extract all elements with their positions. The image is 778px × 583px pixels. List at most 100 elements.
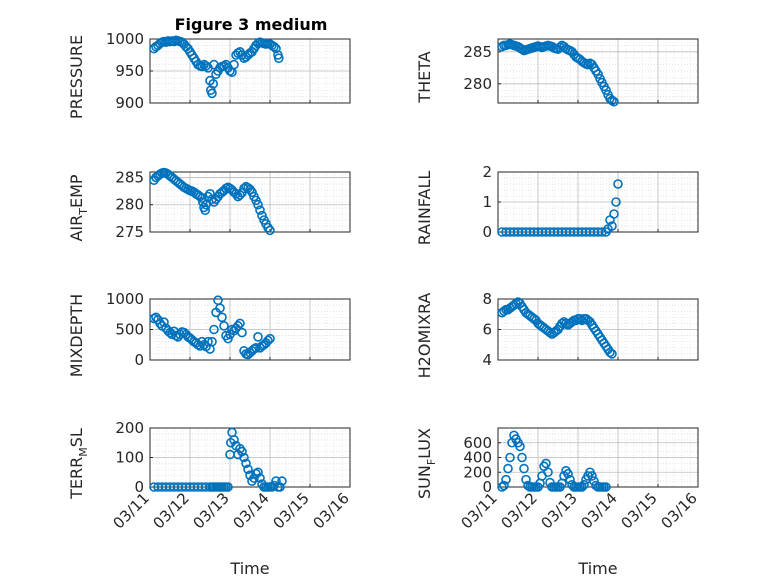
data-point bbox=[273, 53, 284, 64]
y-tick-label: 1 bbox=[482, 193, 492, 211]
data-point bbox=[499, 480, 509, 491]
data-point bbox=[251, 195, 261, 206]
data-point bbox=[255, 473, 265, 483]
y-tick-label: 2 bbox=[482, 163, 492, 181]
y-tick-label: 4 bbox=[482, 351, 492, 369]
x-tick-label: 03/12 bbox=[150, 489, 193, 532]
y-tick-label: 280 bbox=[463, 75, 492, 93]
data-point bbox=[247, 187, 257, 197]
subplot-pressure: 900 950 1000 PRESSURE bbox=[67, 30, 351, 119]
data-point bbox=[237, 327, 247, 338]
subplot-mixdepth: 0 500 1000 MIXDEPTH bbox=[67, 290, 351, 377]
y-tick-label: 0 bbox=[134, 351, 144, 369]
axes-box bbox=[497, 38, 699, 104]
data-point bbox=[255, 205, 265, 215]
x-tick-label: 03/14 bbox=[578, 489, 621, 532]
data-point bbox=[521, 474, 531, 485]
data-point bbox=[253, 199, 263, 210]
data-point bbox=[563, 468, 573, 479]
y-tick-label: 6 bbox=[482, 321, 492, 339]
y-tick-label: 8 bbox=[482, 290, 492, 308]
data-point bbox=[609, 96, 619, 107]
data-point bbox=[593, 69, 603, 79]
x-tick-label: 03/15 bbox=[270, 489, 313, 532]
data-point bbox=[271, 43, 281, 54]
data-point bbox=[207, 336, 217, 347]
x-tick-label: 03/11 bbox=[458, 489, 501, 532]
subplot-air-temp: 275 280 285 AIRTEMP bbox=[67, 167, 351, 242]
y-tick-label: 280 bbox=[115, 196, 144, 214]
x-tick-label: 03/13 bbox=[190, 489, 233, 532]
y-tick-label: 950 bbox=[115, 62, 144, 80]
y-axis-label: TERRMSL bbox=[67, 428, 90, 500]
data-point bbox=[503, 463, 513, 474]
data-point bbox=[217, 312, 227, 323]
data-point bbox=[505, 452, 515, 463]
data-point bbox=[277, 476, 287, 486]
y-axis-label: PRESSURE bbox=[67, 35, 86, 119]
data-point bbox=[229, 434, 239, 445]
x-tick-label: 03/11 bbox=[110, 489, 153, 532]
data-point bbox=[607, 349, 617, 359]
subplot-theta: 280 285 THETA bbox=[415, 38, 699, 107]
data-point bbox=[601, 85, 611, 95]
y-tick-label: 500 bbox=[115, 321, 144, 339]
data-point bbox=[611, 197, 621, 207]
y-axis-label: SUNFLUX bbox=[415, 428, 438, 499]
data-point bbox=[239, 452, 249, 463]
y-tick-label: 200 bbox=[463, 463, 492, 481]
data-point bbox=[601, 482, 611, 492]
y-tick-label: 0 bbox=[134, 478, 144, 496]
figure-title: Figure 3 medium bbox=[175, 15, 328, 34]
x-tick-label: 03/16 bbox=[658, 489, 701, 532]
data-point bbox=[265, 333, 275, 344]
y-tick-label: 200 bbox=[115, 419, 144, 437]
data-point bbox=[613, 179, 623, 189]
data-point bbox=[519, 463, 529, 474]
y-tick-label: 285 bbox=[115, 168, 144, 186]
y-tick-label: 0 bbox=[482, 223, 492, 241]
data-point bbox=[253, 467, 263, 478]
y-axis-label: AIRTEMP bbox=[67, 174, 90, 241]
x-tick-label: 03/14 bbox=[230, 489, 273, 532]
data-point bbox=[607, 221, 617, 231]
data-point bbox=[219, 321, 229, 331]
data-point bbox=[541, 458, 551, 469]
x-tick-label: 03/13 bbox=[538, 489, 581, 532]
x-axis-label: Time bbox=[577, 559, 617, 578]
y-axis-label: RAINFALL bbox=[415, 171, 434, 246]
data-point bbox=[561, 318, 571, 329]
subplot-rainfall: 0 1 2 RAINFALL bbox=[415, 163, 699, 246]
data-point bbox=[275, 482, 285, 492]
y-tick-label: 400 bbox=[463, 449, 492, 467]
data-point bbox=[605, 347, 615, 358]
y-tick-label: 1000 bbox=[106, 290, 144, 308]
data-point bbox=[223, 482, 233, 492]
data-point bbox=[159, 317, 169, 327]
y-tick-label: 0 bbox=[482, 478, 492, 496]
y-axis-label: THETA bbox=[415, 51, 434, 103]
data-point bbox=[251, 342, 261, 353]
y-axis-label: H2OMIXRA bbox=[415, 293, 434, 379]
subplot-h2omixra: 4 6 8 H2OMIXRA bbox=[415, 290, 699, 379]
y-axis-label: MIXDEPTH bbox=[67, 294, 86, 377]
x-axis-label: Time bbox=[229, 559, 269, 578]
data-point bbox=[257, 210, 267, 221]
data-point bbox=[587, 471, 597, 481]
data-point bbox=[215, 303, 225, 313]
y-tick-label: 275 bbox=[115, 223, 144, 241]
y-tick-label: 900 bbox=[115, 94, 144, 112]
axes-box bbox=[149, 171, 351, 233]
data-point bbox=[155, 318, 165, 329]
data-point bbox=[243, 464, 253, 475]
data-point bbox=[579, 479, 589, 490]
data-point bbox=[233, 321, 243, 331]
data-point bbox=[253, 332, 263, 342]
data-point bbox=[241, 458, 251, 469]
data-point bbox=[609, 209, 619, 219]
y-tick-label: 285 bbox=[463, 43, 492, 61]
data-point bbox=[208, 79, 218, 89]
data-point bbox=[545, 327, 555, 338]
